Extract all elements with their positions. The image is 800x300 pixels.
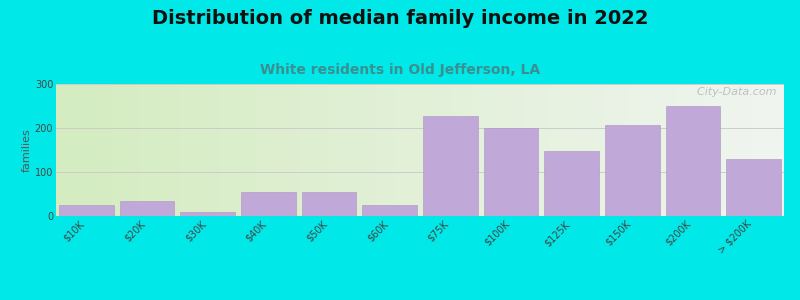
Bar — [362, 205, 417, 216]
Bar — [241, 192, 296, 216]
Bar — [484, 128, 538, 216]
Bar — [666, 106, 720, 216]
Bar — [120, 201, 174, 216]
Text: City-Data.com: City-Data.com — [690, 87, 777, 97]
Text: Distribution of median family income in 2022: Distribution of median family income in … — [152, 9, 648, 28]
Y-axis label: families: families — [22, 128, 32, 172]
Bar — [180, 212, 235, 216]
Bar — [59, 205, 114, 216]
Bar — [302, 192, 356, 216]
Bar — [423, 116, 478, 216]
Bar — [726, 159, 781, 216]
Bar — [605, 125, 660, 216]
Bar — [544, 151, 599, 216]
Text: White residents in Old Jefferson, LA: White residents in Old Jefferson, LA — [260, 63, 540, 77]
